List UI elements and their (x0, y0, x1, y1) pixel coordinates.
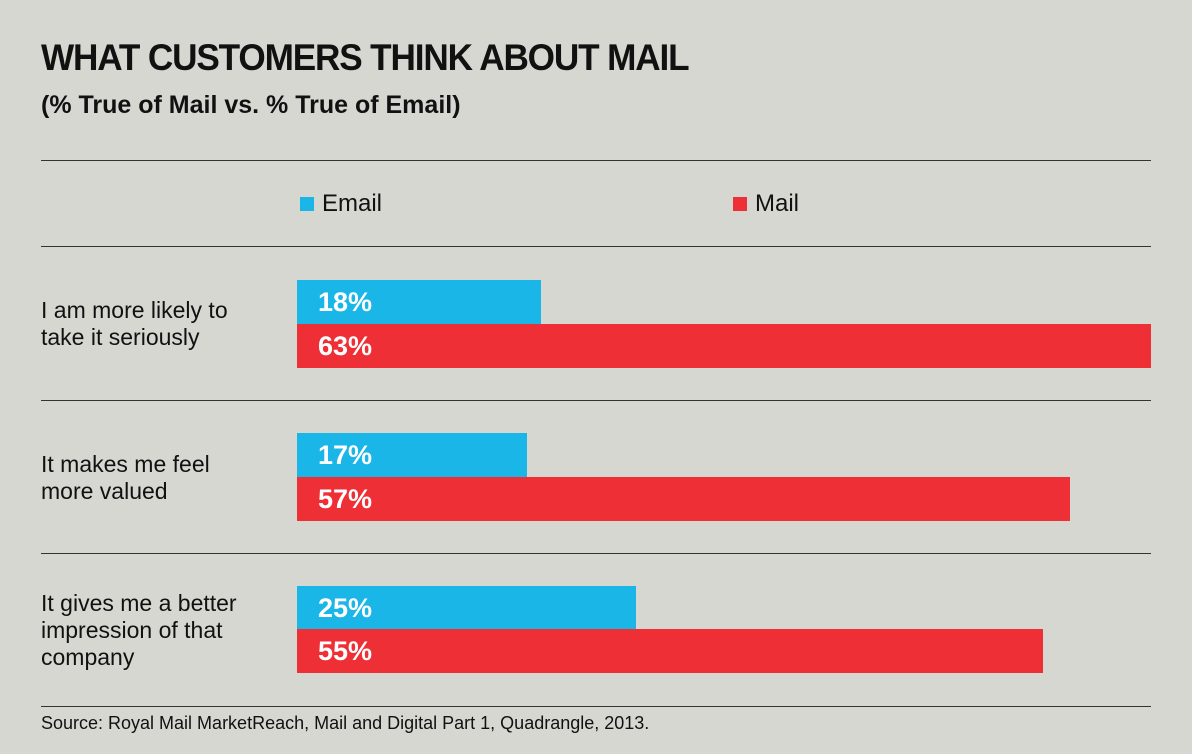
divider (41, 400, 1151, 401)
chart-subtitle: (% True of Mail vs. % True of Email) (41, 91, 461, 119)
bar-mail-3 (297, 629, 1043, 673)
bar-label-email-3: 25% (318, 593, 373, 623)
legend-mail: Mail (733, 190, 799, 218)
legend-email-label: Email (322, 190, 383, 217)
legend-mail-swatch (733, 197, 747, 211)
legend-email: Email (300, 190, 382, 218)
source-note: Source: Royal Mail MarketReach, Mail and… (41, 713, 650, 733)
legend-mail-label: Mail (755, 190, 800, 217)
bar-label-mail-2: 57% (318, 484, 373, 514)
category-label: It makes me feel more valued (41, 451, 210, 504)
legend-email-swatch (300, 197, 314, 211)
divider (41, 246, 1151, 247)
bar-email-1 (297, 280, 541, 324)
divider (41, 553, 1151, 554)
bar-mail-2 (297, 477, 1070, 521)
category-label: It gives me a better impression of that … (41, 590, 237, 670)
bar-mail-1 (297, 324, 1151, 368)
bar-label-mail-3: 55% (318, 636, 373, 666)
bar-label-email-2: 17% (318, 440, 373, 470)
divider (41, 706, 1151, 707)
bar-email-2 (297, 433, 527, 477)
category-label: I am more likely to take it seriously (41, 297, 228, 350)
bar-email-3 (297, 586, 636, 630)
chart-title: WHAT CUSTOMERS THINK ABOUT MAIL (41, 37, 690, 78)
divider (41, 160, 1151, 161)
bar-label-email-1: 18% (318, 287, 373, 317)
bar-label-mail-1: 63% (318, 331, 373, 361)
